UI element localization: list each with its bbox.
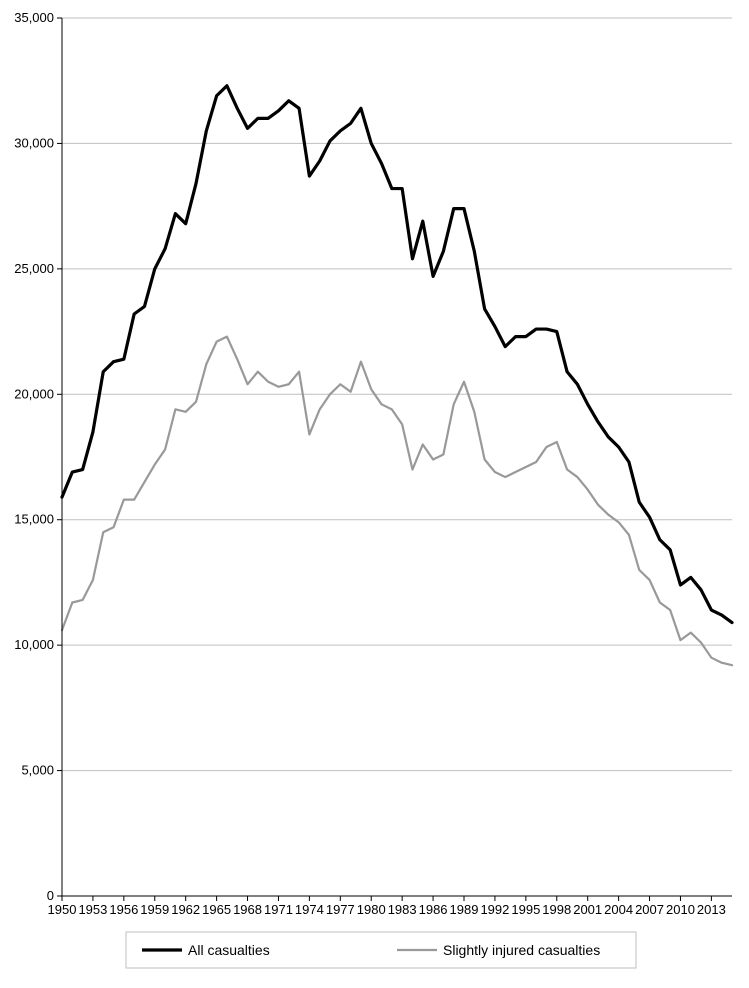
x-tick-label: 1950 xyxy=(48,902,77,917)
x-tick-label: 1977 xyxy=(326,902,355,917)
x-tick-label: 1968 xyxy=(233,902,262,917)
x-tick-label: 1983 xyxy=(388,902,417,917)
line-chart: 0 5,000 10,000 15,000 20,000 25,000 30,000 35,0… xyxy=(0,0,749,988)
y-tick-label: 25,000 xyxy=(14,261,54,276)
x-tick-label: 1971 xyxy=(264,902,293,917)
x-tick-label: 1980 xyxy=(357,902,386,917)
x-tick-label: 1974 xyxy=(295,902,324,917)
legend-label: Slightly injured casualties xyxy=(443,942,600,958)
x-tick-label: 1989 xyxy=(450,902,479,917)
x-tick-label: 1965 xyxy=(202,902,231,917)
chart-container: 0 5,000 10,000 15,000 20,000 25,000 30,000 35,0… xyxy=(0,0,749,988)
y-tick-label: 30,000 xyxy=(14,135,54,150)
x-tick-label: 2001 xyxy=(573,902,602,917)
y-tick-label: 20,000 xyxy=(14,386,54,401)
x-tick-label: 1998 xyxy=(542,902,571,917)
x-tick-label: 2007 xyxy=(635,902,664,917)
y-tick-label: 15,000 xyxy=(14,512,54,527)
y-tick-label: 0 xyxy=(47,888,54,903)
x-tick-label: 2013 xyxy=(697,902,726,917)
x-tick-label: 2004 xyxy=(604,902,633,917)
x-tick-label: 2010 xyxy=(666,902,695,917)
legend-label: All casualties xyxy=(188,942,270,958)
y-tick-label: 35,000 xyxy=(14,10,54,25)
x-tick-label: 1986 xyxy=(419,902,448,917)
x-tick-label: 1995 xyxy=(511,902,540,917)
x-tick-label: 1962 xyxy=(171,902,200,917)
y-tick-label: 10,000 xyxy=(14,637,54,652)
x-tick-label: 1953 xyxy=(78,902,107,917)
x-tick-label: 1959 xyxy=(140,902,169,917)
x-tick-label: 1992 xyxy=(480,902,509,917)
y-tick-label: 5,000 xyxy=(21,763,54,778)
x-tick-label: 1956 xyxy=(109,902,138,917)
